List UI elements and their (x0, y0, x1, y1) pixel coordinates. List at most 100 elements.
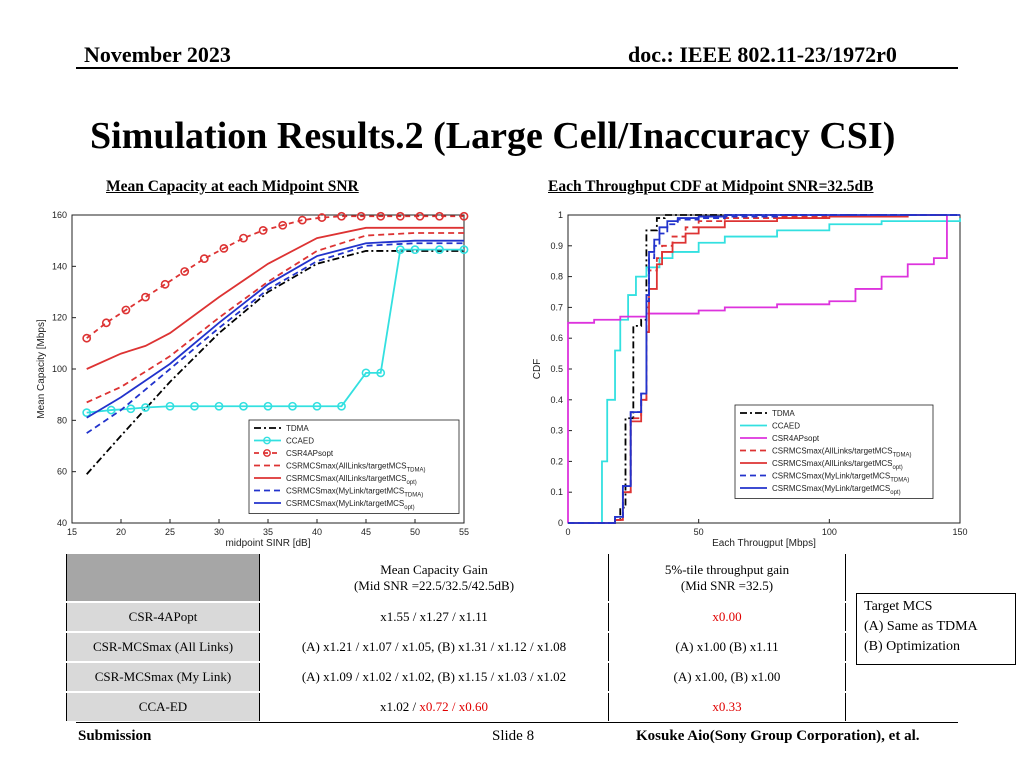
data-point (180, 267, 190, 276)
data-point (435, 245, 444, 255)
legend-subscript: TDMA) (404, 493, 423, 499)
y-tick-label: 160 (52, 210, 67, 220)
x-axis-label: midpoint SINR [dB] (225, 538, 310, 549)
y-tick-label: 0.1 (550, 487, 563, 497)
legend-subscript: opt) (890, 490, 900, 496)
target-mcs-b: (B) Optimization (864, 639, 961, 654)
y-tick-label: 0.8 (550, 272, 563, 282)
header-tile-line2: (Mid SNR =32.5) (680, 577, 774, 593)
legend-subscript: opt) (892, 465, 902, 471)
data-point (190, 401, 199, 411)
row-gain: (A) x1.09 / x1.02 / x1.02, (B) x1.15 / x… (259, 661, 609, 693)
row-tile: x0.33 (608, 691, 846, 723)
data-point (337, 401, 346, 411)
table-row: CSR-4APopt x1.55 / x1.27 / x1.11 x0.00 (66, 601, 846, 633)
table-row: CCA-ED x1.02 / x0.72 / x0.60 x0.33 (66, 691, 846, 723)
row-tile: x0.00 (608, 601, 846, 633)
slide-title: Simulation Results.2 (Large Cell/Inaccur… (90, 115, 896, 157)
header-doc-id: doc.: IEEE 802.11-23/1972r0 (628, 42, 897, 67)
y-tick-label: 0.5 (550, 364, 563, 374)
row-gain: x1.02 / x0.72 / x0.60 (259, 691, 609, 723)
series-line (86, 248, 464, 414)
data-point (239, 401, 248, 411)
header-gain-line2: (Mid SNR =22.5/32.5/42.5dB) (353, 577, 515, 593)
series-line (86, 239, 464, 419)
data-point (459, 211, 469, 221)
data-point (199, 254, 209, 264)
right-chart-caption: Each Throughput CDF at Midpoint SNR=32.5… (548, 178, 874, 195)
x-tick-label: 150 (952, 527, 967, 537)
legend-box (734, 404, 934, 499)
x-tick-label: 25 (165, 527, 175, 537)
y-tick-label: 120 (52, 313, 67, 323)
data-point (126, 404, 136, 414)
x-tick-label: 55 (459, 527, 469, 537)
data-point (297, 215, 307, 225)
x-tick-label: 50 (694, 527, 704, 537)
data-point (141, 403, 150, 412)
series-line (568, 214, 960, 524)
legend-entry: CSR4APsopt (772, 434, 820, 443)
y-tick-label: 140 (52, 261, 67, 271)
header-tile-line1: 5%-tile throughput gain (664, 561, 790, 577)
data-point (317, 213, 327, 222)
footer-author: Kosuke Aio(Sony Group Corporation), et a… (636, 728, 920, 744)
y-tick-label: 0.2 (550, 456, 563, 466)
data-point (288, 401, 297, 411)
series-line (86, 242, 464, 434)
data-point (312, 401, 322, 411)
table-header-gain: Mean Capacity Gain (Mid SNR =22.5/32.5/4… (259, 554, 609, 603)
legend-marker (263, 449, 271, 457)
y-tick-label: 0.9 (550, 241, 563, 251)
series-line (568, 218, 961, 524)
data-point (160, 279, 170, 289)
x-tick-label: 20 (116, 527, 126, 537)
legend-marker (263, 436, 271, 445)
data-point (278, 220, 288, 230)
table-row: CSR-MCSmax (All Links) (A) x1.21 / x1.07… (66, 631, 846, 663)
legend-subscript: opt) (404, 505, 414, 511)
x-tick-label: 45 (361, 527, 371, 537)
row-gain-black: x1.02 / (380, 699, 420, 714)
data-point (263, 401, 273, 411)
row-gain-red: x0.72 / x0.60 (419, 699, 488, 714)
data-point (165, 401, 175, 411)
target-mcs-title: Target MCS (864, 599, 933, 614)
footer-divider (76, 722, 958, 723)
y-tick-label: 0.7 (550, 302, 563, 312)
x-axis-label: Each Througput [Mbps] (712, 538, 816, 549)
data-point (376, 211, 386, 221)
target-mcs-box: Target MCS (A) Same as TDMA (B) Optimiza… (856, 593, 1016, 665)
x-tick-label: 30 (214, 527, 224, 537)
series-line (86, 226, 464, 370)
data-point (395, 211, 405, 221)
y-axis-label: CDF (532, 359, 543, 380)
footer-slide-number: Slide 8 (492, 728, 535, 744)
data-point (82, 408, 92, 418)
y-axis-label: Mean Capacity [Mbps] (36, 319, 47, 419)
data-point (459, 245, 469, 255)
data-point (106, 405, 116, 415)
data-point (121, 305, 131, 315)
legend-entry: CCAED (286, 437, 314, 446)
data-point (410, 245, 420, 255)
legend-subscript: TDMA) (890, 478, 909, 484)
y-tick-label: 1 (558, 210, 563, 220)
data-point (356, 211, 366, 221)
series-line (86, 232, 464, 404)
y-tick-label: 60 (57, 467, 67, 477)
data-point (376, 368, 386, 378)
mean-capacity-chart: 40 60 80 100 120 140 160 15 20 25 30 35 40 45 50 55 midp… (36, 210, 469, 549)
y-tick-label: 0.3 (550, 426, 563, 436)
data-point (214, 401, 224, 411)
legend-entry: TDMA (772, 409, 795, 418)
y-tick-label: 0.6 (550, 333, 563, 343)
table-header-tile: 5%-tile throughput gain (Mid SNR =32.5) (608, 554, 846, 603)
data-point (219, 243, 229, 253)
y-tick-label: 80 (57, 415, 67, 425)
y-tick-label: 40 (57, 518, 67, 528)
series-line (86, 250, 464, 475)
row-gain: (A) x1.21 / x1.07 / x1.05, (B) x1.31 / x… (259, 631, 609, 663)
target-mcs-a: (A) Same as TDMA (864, 619, 978, 634)
x-tick-label: 35 (263, 527, 273, 537)
